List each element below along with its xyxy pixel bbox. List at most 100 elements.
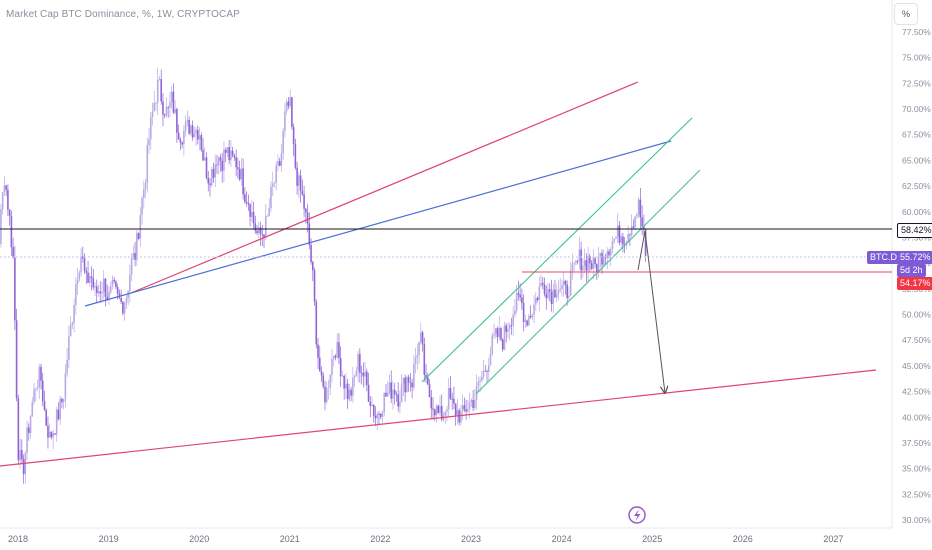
- candle-body: [437, 405, 440, 413]
- candle-body: [414, 357, 417, 365]
- candle-body: [517, 293, 520, 295]
- candle-body: [176, 109, 178, 133]
- candle-body: [254, 223, 257, 231]
- candle-body: [359, 354, 361, 373]
- candle-body: [156, 79, 159, 103]
- projection-arrow[interactable]: [637, 230, 665, 393]
- candle-body: [197, 129, 199, 140]
- candle-body: [470, 399, 473, 403]
- candle-body: [381, 412, 384, 417]
- candle-body: [116, 287, 119, 294]
- candle-body: [383, 392, 386, 413]
- candle-body: [566, 284, 568, 298]
- candle-body: [102, 278, 105, 293]
- candle-body: [599, 252, 602, 258]
- candle-body: [29, 415, 32, 433]
- candle-body: [184, 122, 187, 131]
- candle-body: [592, 258, 595, 269]
- candle-body: [327, 387, 330, 389]
- candle-body: [611, 241, 614, 249]
- candle-body: [122, 301, 124, 314]
- candle-body: [141, 197, 143, 215]
- candle-body: [228, 147, 230, 161]
- percent-scale-button[interactable]: %: [894, 3, 918, 25]
- ray-price-tag: 58.42%: [897, 223, 932, 238]
- y-tick-label: 42.50%: [902, 387, 931, 397]
- candle-body: [242, 168, 244, 195]
- candle-body: [219, 157, 222, 161]
- candle-body: [320, 371, 323, 376]
- candle-body: [174, 109, 176, 113]
- candle-body: [376, 413, 379, 419]
- blue-trendline[interactable]: [84, 140, 672, 307]
- candle-body: [10, 215, 13, 248]
- candle-body: [115, 281, 117, 288]
- candle-body: [548, 289, 551, 292]
- candle-body: [439, 405, 441, 413]
- candle-body: [345, 383, 347, 389]
- resistance-trendline[interactable]: [130, 81, 639, 294]
- candle-body: [332, 355, 335, 359]
- candle-body: [406, 376, 408, 393]
- event-marker[interactable]: [628, 506, 646, 524]
- candle-body: [616, 225, 619, 237]
- candle-body: [17, 398, 20, 461]
- candle-body: [601, 252, 603, 265]
- symbol-tag[interactable]: BTC.D: [867, 251, 900, 264]
- candle-body: [21, 450, 23, 460]
- channel-upper-line[interactable]: [421, 117, 693, 383]
- candle-body: [576, 261, 579, 262]
- candle-body: [609, 248, 612, 256]
- candle-body: [62, 399, 65, 403]
- candle-body: [195, 129, 197, 135]
- candle-body: [172, 91, 175, 113]
- candle-body: [59, 398, 61, 420]
- candle-body: [120, 297, 122, 302]
- candle-body: [627, 234, 629, 243]
- current-price-tag: 55.72%: [897, 251, 932, 264]
- x-tick-label: 2025: [642, 534, 662, 544]
- support-trendline[interactable]: [0, 369, 877, 467]
- candle-body: [357, 354, 359, 372]
- candle-body: [101, 292, 103, 294]
- candle-body: [306, 212, 309, 224]
- candle-body: [411, 382, 413, 388]
- candle-body: [409, 382, 412, 384]
- candle-body: [177, 132, 180, 140]
- candle-body: [554, 289, 556, 298]
- candle-body: [212, 169, 215, 178]
- candle-body: [34, 388, 37, 390]
- candle-body: [155, 102, 157, 104]
- candle-body: [303, 194, 305, 209]
- drawing-layer[interactable]: [0, 81, 892, 467]
- candle-body: [508, 325, 511, 329]
- candle-body: [393, 389, 396, 395]
- candle-body: [170, 91, 173, 103]
- candle-body: [379, 413, 382, 417]
- candle-body: [481, 376, 483, 381]
- candle-body: [522, 302, 525, 322]
- candle-body: [392, 389, 394, 399]
- candle-body: [526, 320, 528, 326]
- candle-body: [125, 297, 128, 303]
- candle-body: [193, 134, 196, 138]
- candle-body: [209, 183, 211, 186]
- candle-body: [261, 234, 264, 235]
- x-tick-label: 2018: [8, 534, 28, 544]
- candle-body: [36, 387, 39, 389]
- candle-body: [198, 135, 201, 140]
- candle-body: [456, 410, 459, 416]
- candle-body: [80, 256, 82, 273]
- candle-body: [99, 291, 102, 294]
- channel-lower-line[interactable]: [475, 169, 701, 395]
- candle-body: [235, 157, 237, 168]
- candle-body: [181, 142, 183, 145]
- candle-body: [130, 258, 133, 276]
- candle-body: [28, 427, 30, 433]
- candle-body: [148, 139, 150, 145]
- candle-body: [500, 328, 502, 340]
- x-tick-label: 2023: [461, 534, 481, 544]
- candle-body: [535, 297, 537, 305]
